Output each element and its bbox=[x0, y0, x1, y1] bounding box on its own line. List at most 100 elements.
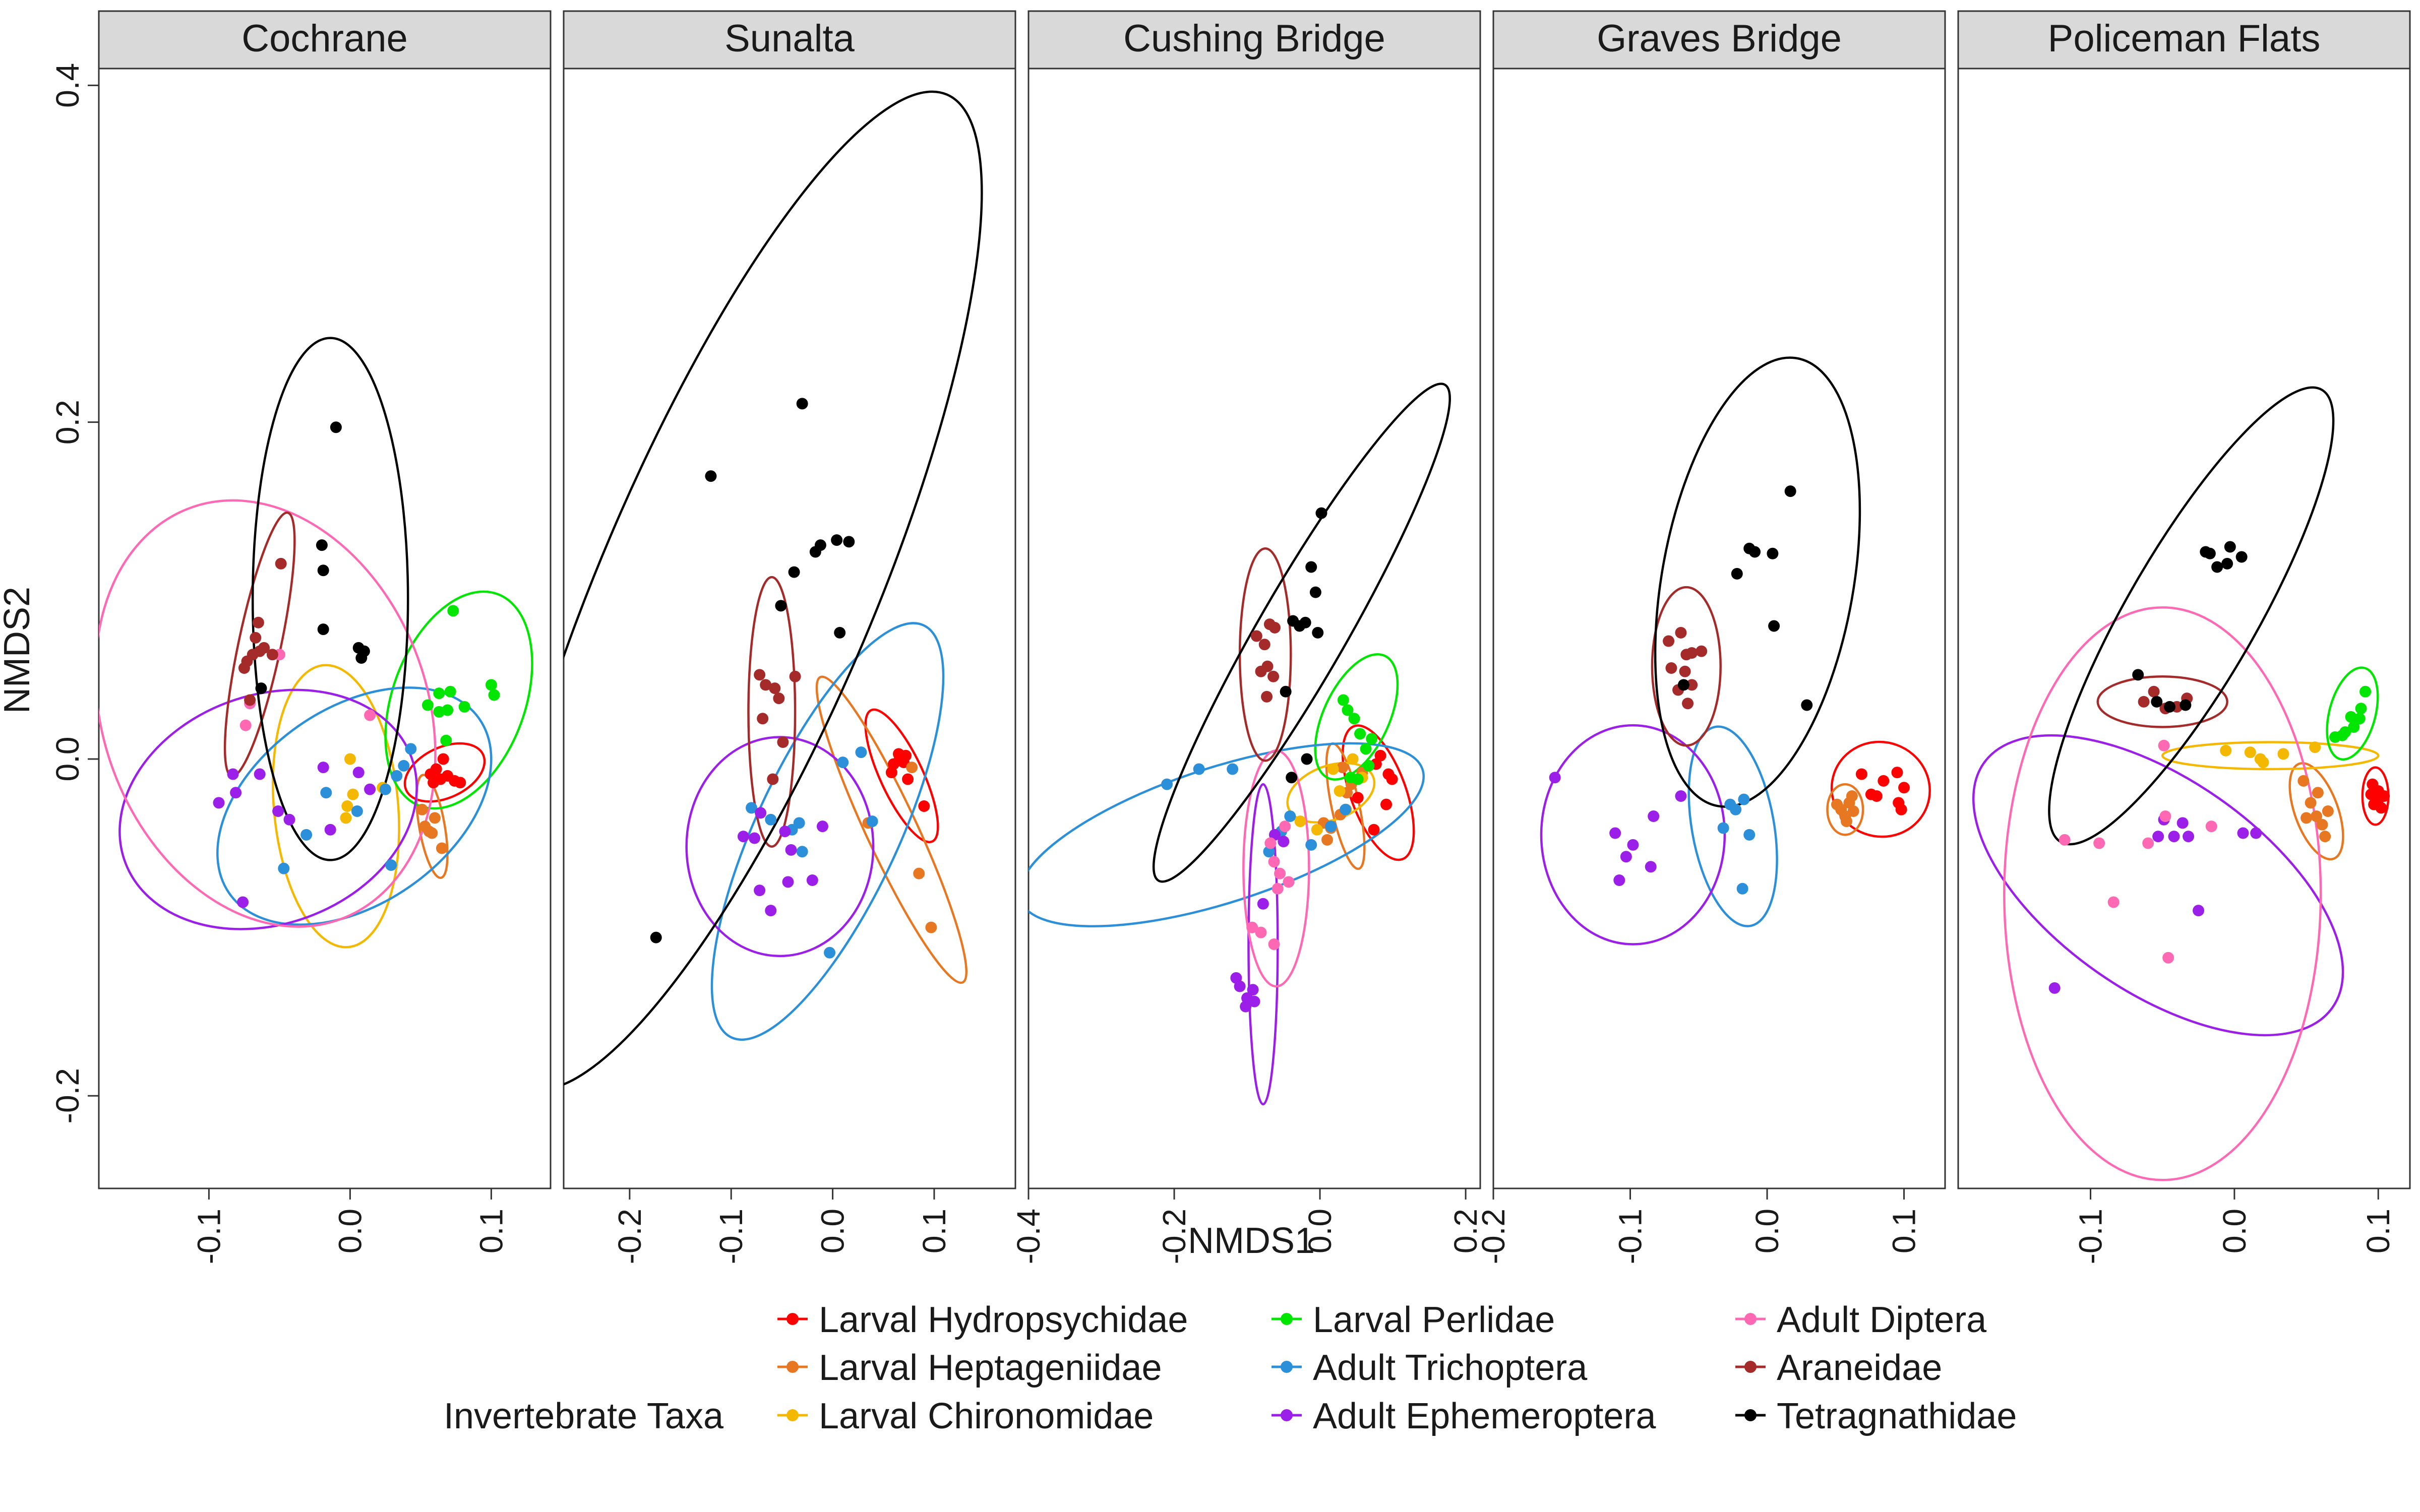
point-larval-perlidae bbox=[433, 687, 445, 700]
ellipse-larval-hydropsychidae bbox=[403, 742, 486, 803]
point-araneidae bbox=[2138, 696, 2150, 708]
point-adult-diptera bbox=[2142, 837, 2154, 849]
point-araneidae bbox=[1258, 639, 1270, 651]
point-adult-trichoptera bbox=[1717, 822, 1729, 834]
point-larval-chironomidae bbox=[2244, 746, 2256, 759]
point-adult-ephemeroptera bbox=[749, 832, 761, 844]
point-adult-diptera bbox=[1264, 837, 1277, 849]
legend-item-araneidae: Araneidae bbox=[1735, 1348, 1942, 1388]
panel-data bbox=[99, 337, 533, 949]
point-adult-trichoptera bbox=[1325, 821, 1337, 833]
point-adult-ephemeroptera bbox=[1620, 851, 1632, 863]
point-araneidae bbox=[1675, 626, 1687, 639]
point-tetragnathidae bbox=[2163, 701, 2175, 713]
point-adult-diptera bbox=[2159, 810, 2171, 823]
legend: Invertebrate Taxa Larval Hydropsychidae L… bbox=[444, 1300, 2017, 1436]
point-larval-perlidae bbox=[1342, 704, 1354, 716]
point-araneidae bbox=[1686, 679, 1698, 691]
point-adult-ephemeroptera bbox=[765, 905, 777, 917]
x-tick-label: 0.1 bbox=[916, 1209, 952, 1253]
point-larval-perlidae bbox=[444, 685, 456, 698]
point-araneidae bbox=[244, 694, 256, 706]
point-larval-perlidae bbox=[1363, 760, 1375, 772]
ellipse-tetragnathidae bbox=[251, 337, 409, 861]
point-larval-hydropsychidae bbox=[1374, 749, 1386, 762]
point-larval-hydropsychidae bbox=[918, 800, 930, 812]
point-tetragnathidae bbox=[358, 645, 370, 657]
point-larval-perlidae bbox=[1360, 743, 1372, 755]
point-adult-ephemeroptera bbox=[785, 844, 797, 856]
point-larval-heptageniidae bbox=[2305, 797, 2317, 809]
point-larval-chironomidae bbox=[1327, 763, 1339, 775]
point-araneidae bbox=[258, 642, 270, 654]
point-tetragnathidae bbox=[2235, 551, 2248, 563]
point-adult-diptera bbox=[1272, 883, 1284, 895]
legend-item-larval-chironomidae: Larval Chironomidae bbox=[777, 1396, 1154, 1436]
point-adult-ephemeroptera bbox=[2193, 905, 2205, 917]
ellipse-larval-heptageniidae bbox=[2288, 762, 2344, 861]
point-larval-hydropsychidae bbox=[900, 749, 912, 762]
point-larval-chironomidae bbox=[1294, 815, 1306, 828]
point-larval-heptageniidae bbox=[1321, 834, 1334, 846]
point-larval-perlidae bbox=[2345, 711, 2357, 723]
legend-key-dot bbox=[1281, 1409, 1293, 1421]
point-adult-ephemeroptera bbox=[1278, 836, 1290, 848]
point-tetragnathidae bbox=[834, 626, 846, 639]
legend-item-larval-hydropsychidae: Larval Hydropsychidae bbox=[777, 1300, 1188, 1340]
ellipse-larval-hydropsychidae bbox=[1341, 724, 1415, 861]
point-adult-ephemeroptera bbox=[2168, 831, 2180, 843]
y-tick-label: 0.4 bbox=[49, 63, 86, 108]
point-tetragnathidae bbox=[1768, 620, 1780, 632]
point-larval-heptageniidae bbox=[2301, 812, 2313, 824]
point-larval-heptageniidae bbox=[913, 867, 925, 879]
point-araneidae bbox=[238, 662, 250, 674]
point-larval-heptageniidae bbox=[1846, 790, 1858, 802]
point-araneidae bbox=[769, 682, 781, 695]
legend-key-dot bbox=[786, 1313, 799, 1325]
x-tick-label: -0.1 bbox=[1612, 1209, 1649, 1264]
point-tetragnathidae bbox=[2180, 699, 2192, 711]
point-adult-diptera bbox=[1246, 921, 1258, 933]
point-adult-diptera bbox=[1274, 867, 1286, 879]
point-adult-ephemeroptera bbox=[254, 768, 266, 780]
ellipse-larval-heptageniidae bbox=[815, 675, 968, 984]
ellipse-araneidae bbox=[2096, 675, 2228, 728]
point-tetragnathidae bbox=[1315, 507, 1327, 519]
ellipse-adult-trichoptera bbox=[216, 686, 493, 926]
x-tick-label: -0.1 bbox=[2073, 1209, 2109, 1264]
point-larval-perlidae bbox=[2355, 703, 2367, 715]
point-adult-trichoptera bbox=[1340, 803, 1352, 815]
point-larval-heptageniidae bbox=[416, 803, 428, 815]
point-araneidae bbox=[773, 692, 785, 705]
point-araneidae bbox=[275, 557, 287, 570]
point-adult-trichoptera bbox=[745, 802, 757, 814]
point-tetragnathidae bbox=[1309, 586, 1321, 598]
point-adult-ephemeroptera bbox=[1645, 861, 1657, 873]
point-larval-perlidae bbox=[1366, 733, 1378, 745]
point-larval-chironomidae bbox=[2257, 757, 2269, 769]
point-larval-chironomidae bbox=[344, 753, 356, 765]
point-adult-trichoptera bbox=[1284, 810, 1296, 823]
ellipse-adult-ephemeroptera bbox=[1972, 734, 2344, 1037]
point-tetragnathidae bbox=[255, 682, 267, 695]
point-adult-ephemeroptera bbox=[2152, 831, 2164, 843]
point-adult-trichoptera bbox=[278, 862, 290, 874]
point-adult-ephemeroptera bbox=[1257, 898, 1269, 910]
point-larval-hydropsychidae bbox=[437, 753, 449, 765]
point-tetragnathidae bbox=[809, 546, 821, 558]
legend-label: Larval Perlidae bbox=[1313, 1300, 1555, 1340]
point-adult-diptera bbox=[2107, 896, 2120, 908]
point-adult-ephemeroptera bbox=[1549, 772, 1561, 784]
point-adult-ephemeroptera bbox=[1627, 839, 1639, 851]
facet-panel-graves-bridge: Graves Bridge -0.2 -0.1 0.0 0.1 bbox=[1475, 10, 1946, 1264]
point-tetragnathidae bbox=[1784, 485, 1796, 497]
x-tick-label: -0.1 bbox=[713, 1209, 749, 1264]
point-adult-diptera bbox=[2205, 821, 2217, 833]
point-larval-hydropsychidae bbox=[1898, 782, 1910, 794]
facet-panel-sunalta: Sunalta -0.2 -0.1 0.0 0.1 bbox=[563, 10, 1016, 1264]
point-adult-ephemeroptera bbox=[230, 787, 242, 799]
ellipse-larval-chironomidae bbox=[2161, 741, 2380, 771]
point-larval-heptageniidae bbox=[2322, 805, 2334, 817]
point-larval-perlidae bbox=[458, 701, 470, 713]
